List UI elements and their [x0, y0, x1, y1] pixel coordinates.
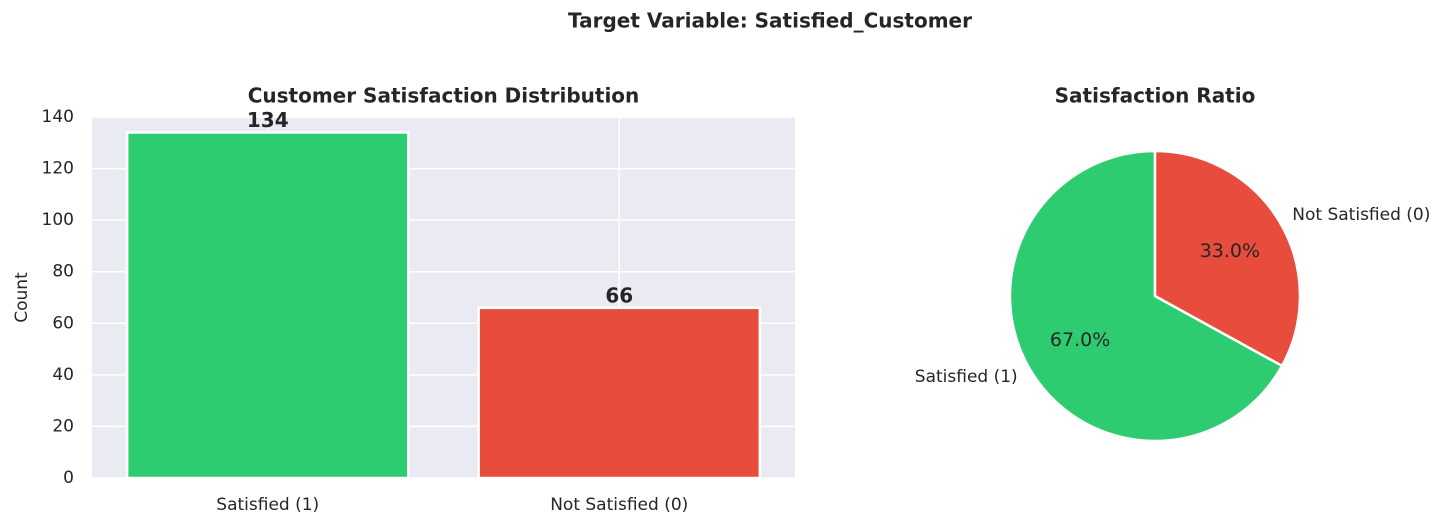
bar	[477, 306, 762, 480]
y-tick-label: 100	[42, 210, 74, 230]
data-label: 66	[605, 283, 633, 307]
percent-label: 33.0%	[1200, 240, 1260, 262]
percent-label: 67.0%	[1050, 329, 1110, 351]
y-tick-label: 20	[52, 416, 74, 436]
chart-title: Satisfaction Ratio	[1055, 84, 1256, 108]
bar	[125, 131, 410, 480]
chart-title: Customer Satisfaction Distribution	[248, 84, 640, 108]
y-tick-label: 80	[52, 262, 74, 282]
slice-label: Not Satisfied (0)	[1292, 205, 1430, 225]
y-tick-label: 40	[52, 365, 74, 385]
y-tick-label: 120	[42, 159, 74, 179]
x-tick-label: Not Satisfied (0)	[550, 495, 688, 515]
y-axis-label: Count	[12, 272, 32, 323]
pie-slice	[1008, 149, 1284, 443]
y-tick-label: 0	[63, 468, 74, 488]
figure-title: Target Variable: Satisfied_Customer	[568, 9, 972, 33]
pie-slice	[1153, 149, 1302, 368]
y-tick-label: 60	[52, 313, 74, 333]
y-tick-label: 140	[42, 107, 74, 127]
x-tick-label: Satisfied (1)	[216, 495, 319, 515]
slice-label: Satisfied (1)	[915, 367, 1018, 387]
data-label: 134	[247, 108, 289, 132]
